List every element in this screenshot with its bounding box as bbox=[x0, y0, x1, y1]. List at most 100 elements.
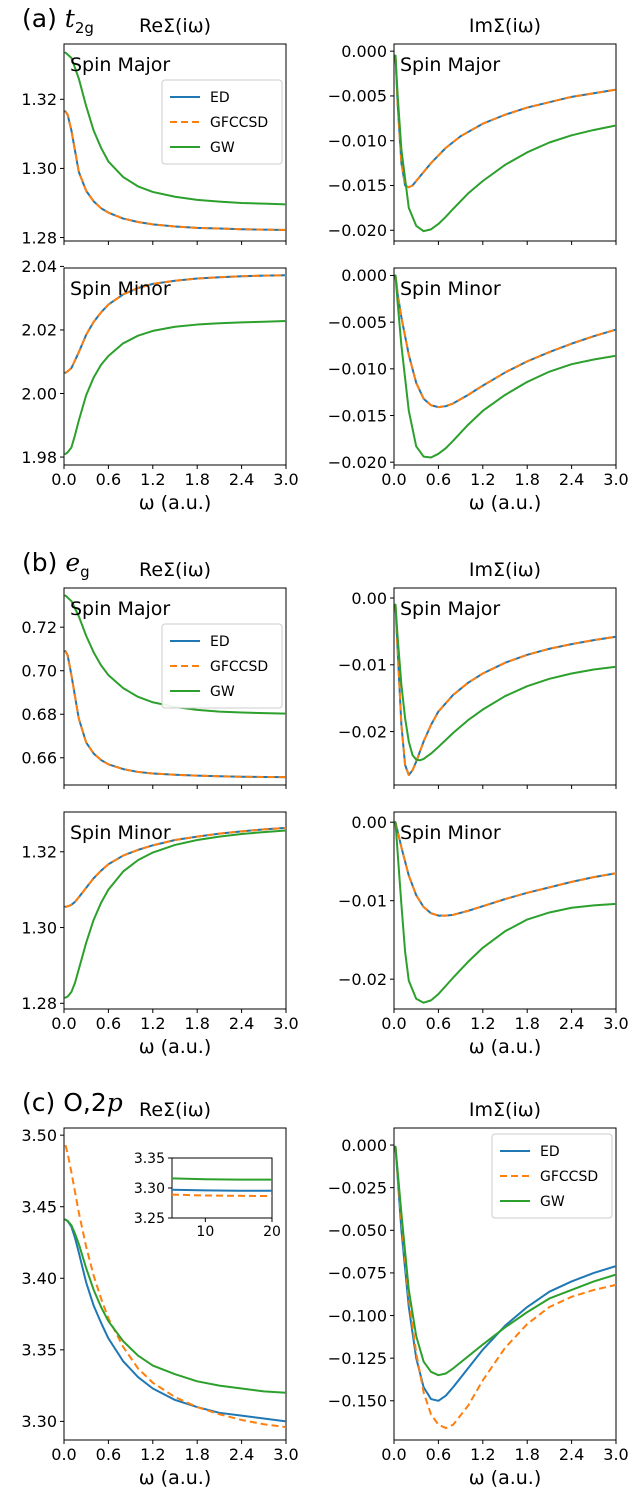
spin-annotation: Spin Major bbox=[70, 598, 170, 620]
x-axis-label: ω (a.u.) bbox=[139, 1036, 212, 1058]
series-ed-line bbox=[394, 1145, 616, 1402]
x-tick-label: 1.2 bbox=[140, 1445, 165, 1464]
x-tick-label: 0.6 bbox=[96, 470, 121, 489]
x-tick-label: 0.6 bbox=[96, 1014, 121, 1033]
x-axis-label: ω (a.u.) bbox=[469, 492, 542, 514]
legend-label-gw: GW bbox=[210, 140, 235, 156]
y-tick-label: −0.020 bbox=[328, 221, 387, 240]
y-tick-label: −0.01 bbox=[338, 656, 387, 675]
y-tick-label: 3.30 bbox=[21, 1412, 57, 1431]
series-gw-line bbox=[64, 51, 286, 206]
panel-title: ReΣ(iω) bbox=[139, 15, 211, 37]
y-tick-label: 2.02 bbox=[21, 321, 57, 340]
x-tick-label: 20 bbox=[263, 1224, 281, 1240]
series-gfccsd-line bbox=[64, 274, 286, 374]
series-gfccsd-line bbox=[172, 1193, 272, 1198]
section-label-c: (c) O,2p bbox=[22, 1088, 123, 1117]
x-tick-label: 1.8 bbox=[184, 1445, 209, 1464]
x-tick-label: 3.0 bbox=[273, 1014, 298, 1033]
y-tick-label: 2.04 bbox=[21, 257, 57, 276]
x-tick-label: 0.0 bbox=[381, 1014, 406, 1033]
series-gw-line bbox=[394, 54, 616, 233]
panel-title: ReΣ(iω) bbox=[139, 559, 211, 581]
y-tick-label: 0.000 bbox=[341, 1136, 387, 1155]
plot-frame bbox=[393, 587, 617, 786]
x-tick-label: 1.2 bbox=[140, 1014, 165, 1033]
legend-label-ed: ED bbox=[210, 634, 230, 650]
x-tick-label: 0.0 bbox=[51, 470, 76, 489]
y-tick-label: 1.28 bbox=[21, 228, 57, 247]
section-label-a: (a) t2g bbox=[22, 4, 94, 37]
x-tick-label: 1.8 bbox=[514, 470, 539, 489]
legend-label-gw: GW bbox=[210, 684, 235, 700]
legend-box bbox=[491, 1133, 613, 1219]
y-tick-label: −0.125 bbox=[328, 1349, 387, 1368]
spin-annotation: Spin Major bbox=[400, 54, 500, 76]
y-tick-label: −0.010 bbox=[328, 131, 387, 150]
spin-annotation: Spin Major bbox=[400, 598, 500, 620]
section-label-b: (b) eg bbox=[22, 548, 90, 581]
legend: ED GFCCSD GW bbox=[161, 79, 283, 165]
y-tick-label: −0.02 bbox=[338, 970, 387, 989]
y-tick-label: 3.35 bbox=[21, 1341, 57, 1360]
legend-box bbox=[161, 79, 283, 165]
x-tick-label: 3.0 bbox=[603, 1445, 628, 1464]
y-tick-label: −0.050 bbox=[328, 1221, 387, 1240]
x-axis-label: ω (a.u.) bbox=[469, 1036, 542, 1058]
spin-annotation: Spin Major bbox=[70, 54, 170, 76]
panel-a-re: 1.28 1.30 1.32 ReΣ(iω) Spin Major ED GFCCSD GW bbox=[21, 15, 287, 247]
y-tick-label: 3.45 bbox=[21, 1197, 57, 1216]
x-tick-label: 1.8 bbox=[514, 1014, 539, 1033]
series-gfccsd-line bbox=[394, 275, 616, 409]
panel-b-im-minor: 0.0 0.6 1.2 1.8 2.4 3.0 0.00 −0.01 −0.02 Spin Min… bbox=[338, 811, 629, 1058]
x-tick-label: 2.4 bbox=[229, 1014, 254, 1033]
series-gw-line bbox=[394, 821, 616, 1004]
y-tick-label: 3.30 bbox=[134, 1181, 165, 1197]
y-tick-label: −0.01 bbox=[338, 891, 387, 910]
series-gw-line bbox=[172, 1177, 272, 1181]
series-ed-line bbox=[172, 1188, 272, 1192]
series-gw-line bbox=[64, 1218, 286, 1394]
x-tick-label: 0.6 bbox=[426, 470, 451, 489]
x-tick-label: 3.0 bbox=[273, 1445, 298, 1464]
panel-title: ImΣ(iω) bbox=[469, 15, 541, 37]
y-tick-label: −0.010 bbox=[328, 360, 387, 379]
y-tick-label: 0.68 bbox=[21, 705, 57, 724]
x-axis-label: ω (a.u.) bbox=[139, 1467, 212, 1489]
panel-b-re-minor: 0.0 0.6 1.2 1.8 2.4 3.0 1.28 1.30 1.32 Spin Minor… bbox=[21, 811, 299, 1058]
plot-frame bbox=[393, 811, 617, 1010]
y-tick-label: 0.70 bbox=[21, 661, 57, 680]
spin-annotation: Spin Minor bbox=[400, 822, 501, 844]
series-gw-line bbox=[64, 829, 286, 999]
spin-annotation: Spin Minor bbox=[70, 822, 171, 844]
panel-a-im: 0.000 −0.005 −0.010 −0.015 −0.020 ImΣ(iω) Spin… bbox=[328, 15, 617, 245]
series-gfccsd-line bbox=[64, 110, 286, 231]
panel-title: ImΣ(iω) bbox=[469, 1099, 541, 1121]
y-tick-label: −0.150 bbox=[328, 1392, 387, 1411]
series-gfccsd-line bbox=[394, 821, 616, 917]
plot-frame bbox=[393, 43, 617, 242]
x-tick-label: 1.2 bbox=[140, 470, 165, 489]
y-tick-label: −0.015 bbox=[328, 176, 387, 195]
legend-label-gw: GW bbox=[540, 1194, 565, 1210]
series-gw-line bbox=[394, 274, 616, 459]
y-tick-label: −0.02 bbox=[338, 722, 387, 741]
y-tick-label: −0.100 bbox=[328, 1306, 387, 1325]
x-tick-label: 1.8 bbox=[514, 1445, 539, 1464]
y-tick-label: −0.015 bbox=[328, 406, 387, 425]
series-gfccsd-line bbox=[394, 604, 616, 776]
y-tick-label: −0.025 bbox=[328, 1178, 387, 1197]
y-tick-label: 3.35 bbox=[134, 1151, 165, 1167]
x-tick-label: 1.2 bbox=[470, 470, 495, 489]
y-tick-label: 1.98 bbox=[21, 448, 57, 467]
x-tick-label: 0.0 bbox=[381, 470, 406, 489]
x-tick-label: 1.2 bbox=[470, 1445, 495, 1464]
x-axis-label: ω (a.u.) bbox=[139, 492, 212, 514]
legend-label-gfccsd: GFCCSD bbox=[210, 659, 268, 675]
x-tick-label: 2.4 bbox=[559, 470, 584, 489]
panel-c-im: 0.0 0.6 1.2 1.8 2.4 3.0 0.000 −0.025 −0.050 −0.07… bbox=[328, 1099, 629, 1489]
y-tick-label: 1.30 bbox=[21, 159, 57, 178]
x-tick-label: 1.8 bbox=[184, 1014, 209, 1033]
series-gfccsd-line bbox=[394, 1146, 616, 1430]
